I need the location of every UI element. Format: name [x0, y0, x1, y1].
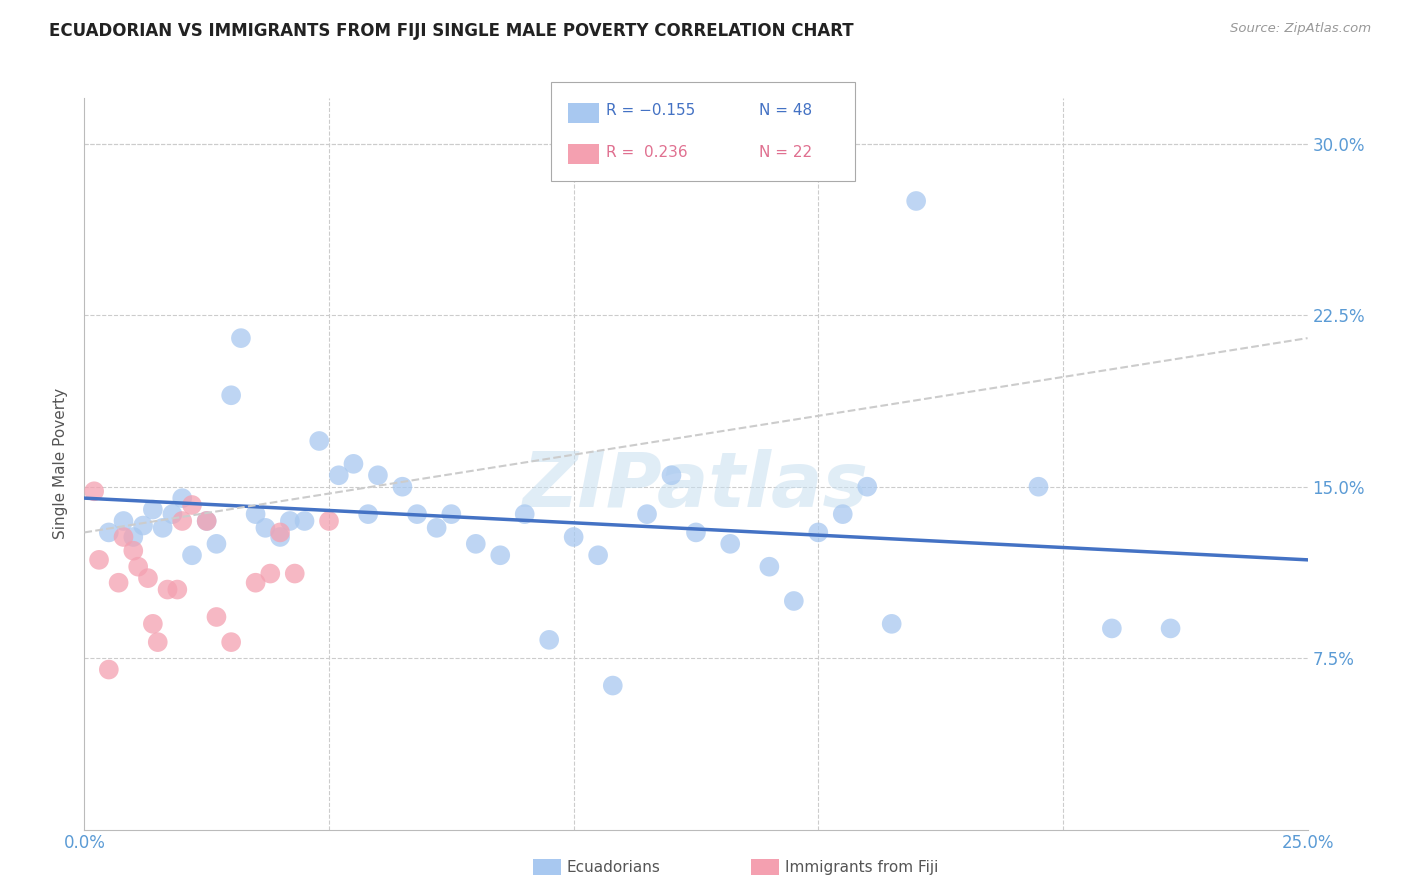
- Point: [97, 525, 120, 540]
- Text: Ecuadorians: Ecuadorians: [567, 860, 661, 874]
- Point: [783, 594, 806, 608]
- Point: [195, 514, 218, 528]
- Point: [562, 530, 585, 544]
- Point: [136, 571, 159, 585]
- Point: [880, 616, 903, 631]
- Point: [219, 635, 242, 649]
- Text: R = −0.155: R = −0.155: [606, 103, 695, 119]
- Point: [440, 507, 463, 521]
- Point: [464, 537, 486, 551]
- Point: [97, 663, 120, 677]
- Point: [586, 548, 609, 563]
- Point: [132, 518, 155, 533]
- Point: [308, 434, 330, 448]
- Point: [195, 514, 218, 528]
- Point: [229, 331, 252, 345]
- Point: [391, 480, 413, 494]
- Y-axis label: Single Male Poverty: Single Male Poverty: [53, 388, 69, 540]
- Point: [166, 582, 188, 597]
- Point: [367, 468, 389, 483]
- Point: [107, 575, 129, 590]
- Point: [181, 498, 204, 512]
- Text: R =  0.236: R = 0.236: [606, 145, 688, 160]
- Point: [219, 388, 242, 402]
- Text: Immigrants from Fiji: Immigrants from Fiji: [785, 860, 938, 874]
- Point: [406, 507, 429, 521]
- Point: [1028, 480, 1050, 494]
- Text: N = 48: N = 48: [759, 103, 813, 119]
- Point: [1160, 622, 1182, 636]
- Text: Source: ZipAtlas.com: Source: ZipAtlas.com: [1230, 22, 1371, 36]
- Point: [122, 543, 145, 558]
- Point: [905, 194, 928, 208]
- Point: [245, 575, 267, 590]
- Point: [269, 530, 291, 544]
- Point: [172, 491, 194, 505]
- Point: [259, 566, 281, 581]
- Point: [718, 537, 741, 551]
- Point: [112, 514, 135, 528]
- Point: [856, 480, 879, 494]
- Point: [181, 548, 204, 563]
- Text: N = 22: N = 22: [759, 145, 813, 160]
- Point: [254, 521, 277, 535]
- Point: [162, 507, 184, 521]
- Point: [205, 610, 228, 624]
- Point: [328, 468, 350, 483]
- Point: [685, 525, 707, 540]
- Point: [489, 548, 512, 563]
- Point: [636, 507, 658, 521]
- Point: [357, 507, 380, 521]
- Point: [146, 635, 169, 649]
- Point: [513, 507, 536, 521]
- Point: [342, 457, 364, 471]
- Point: [142, 616, 165, 631]
- Point: [278, 514, 301, 528]
- Point: [245, 507, 267, 521]
- Point: [152, 521, 174, 535]
- Point: [426, 521, 449, 535]
- Point: [172, 514, 194, 528]
- Point: [807, 525, 830, 540]
- Point: [758, 559, 780, 574]
- Point: [127, 559, 149, 574]
- Point: [284, 566, 307, 581]
- Point: [142, 502, 165, 516]
- Point: [538, 632, 561, 647]
- Text: ZIPatlas: ZIPatlas: [523, 449, 869, 523]
- Point: [269, 525, 291, 540]
- Point: [87, 553, 110, 567]
- Point: [112, 530, 135, 544]
- Point: [602, 679, 624, 693]
- Point: [831, 507, 853, 521]
- Point: [294, 514, 316, 528]
- Point: [122, 530, 145, 544]
- Point: [205, 537, 228, 551]
- Point: [318, 514, 340, 528]
- Point: [1101, 622, 1123, 636]
- Point: [156, 582, 179, 597]
- Point: [83, 484, 105, 499]
- Text: ECUADORIAN VS IMMIGRANTS FROM FIJI SINGLE MALE POVERTY CORRELATION CHART: ECUADORIAN VS IMMIGRANTS FROM FIJI SINGL…: [49, 22, 853, 40]
- Point: [661, 468, 683, 483]
